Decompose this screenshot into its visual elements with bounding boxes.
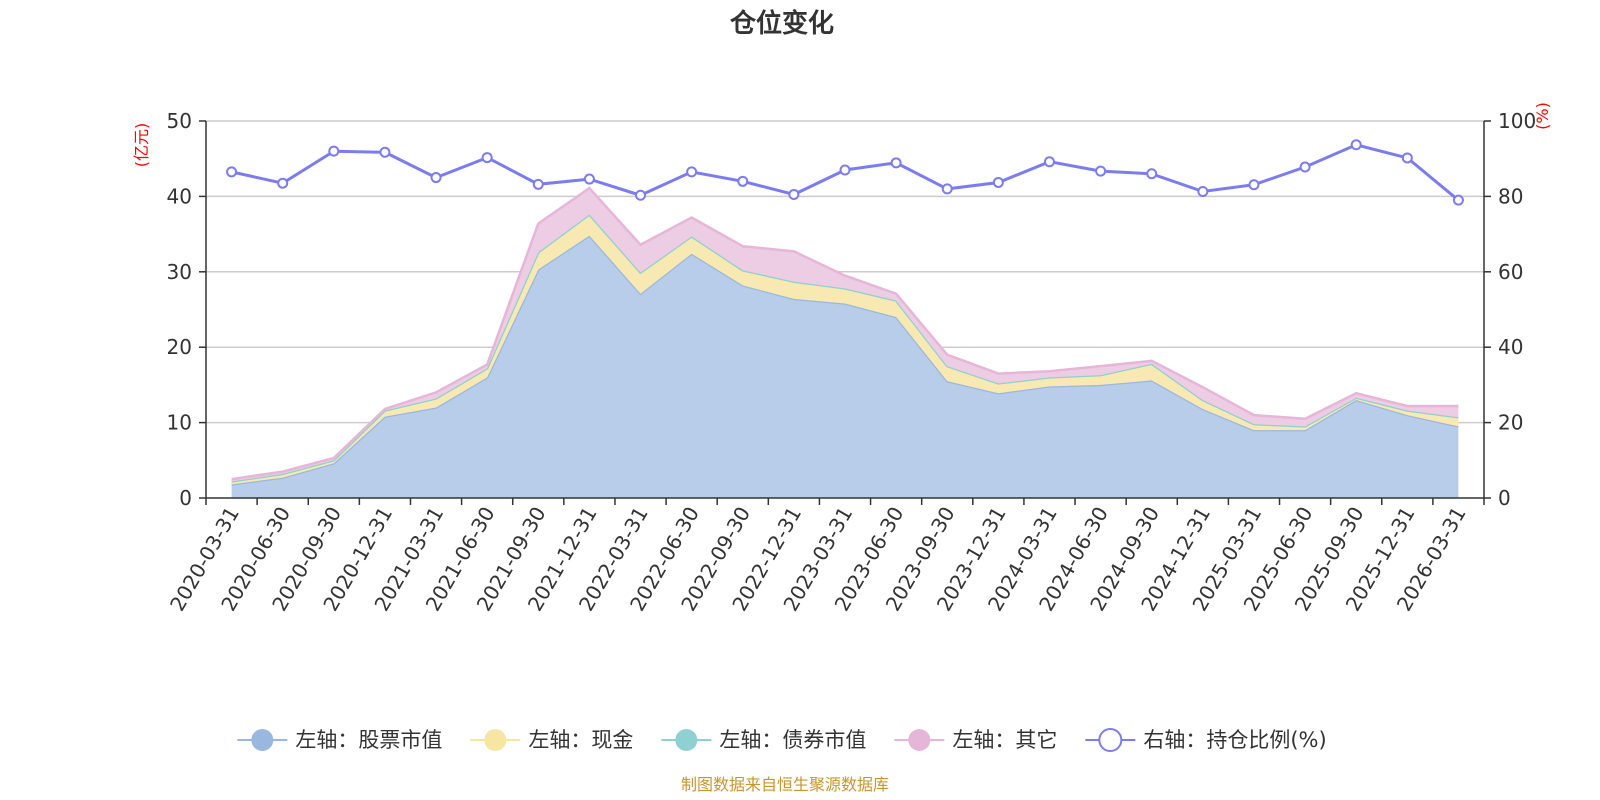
ratio-point-15 (992, 176, 1004, 188)
ratio-point-18 (1146, 168, 1158, 180)
left-tick-label-3: 30 (167, 260, 192, 284)
source-note: 制图数据来自恒生聚源数据库 (681, 775, 889, 794)
ratio-point-11 (788, 189, 800, 201)
ratio-line-series (226, 139, 1464, 206)
legend-item-2: 左轴：债券市值 (661, 728, 866, 752)
legend: 左轴：股票市值 左轴：现金 左轴：债券市值 左轴：其它 右轴：持仓比例(%) (237, 728, 1327, 752)
right-tick-label-4: 80 (1498, 184, 1523, 208)
chart-title: 仓位变化 (729, 8, 834, 39)
right-tick-label-2: 40 (1498, 335, 1523, 359)
ratio-point-13 (890, 157, 902, 169)
ratio-point-24 (1452, 194, 1464, 206)
ratio-point-7 (583, 173, 595, 185)
right-tick-label-0: 0 (1498, 486, 1511, 510)
stacked-areas (231, 186, 1459, 498)
left-axis-unit: (亿元) (132, 123, 151, 168)
left-tick-label-2: 20 (167, 335, 192, 359)
ratio-point-12 (839, 164, 851, 176)
ratio-point-19 (1197, 185, 1209, 197)
ratio-point-14 (941, 183, 953, 195)
ratio-point-2 (328, 145, 340, 157)
left-tick-label-4: 40 (167, 184, 192, 208)
ratio-point-6 (532, 178, 544, 190)
legend-label-0: 左轴：股票市值 (295, 728, 442, 752)
right-axis-unit: (%) (1533, 102, 1552, 130)
right-tick-label-3: 60 (1498, 260, 1523, 284)
ratio-point-10 (737, 175, 749, 187)
legend-item-4: 右轴：持仓比例(%) (1085, 728, 1327, 752)
legend-marker-1 (484, 729, 507, 751)
legend-marker-2 (675, 729, 698, 751)
left-tick-label-0: 0 (179, 486, 192, 510)
ratio-point-1 (277, 177, 289, 189)
ratio-point-16 (1043, 156, 1055, 168)
legend-label-3: 左轴：其它 (952, 728, 1057, 752)
legend-item-1: 左轴：现金 (470, 728, 633, 752)
legend-label-4: 右轴：持仓比例(%) (1143, 728, 1326, 752)
ratio-point-23 (1401, 152, 1413, 164)
ratio-point-3 (379, 146, 391, 158)
area-series-0 (231, 235, 1459, 498)
legend-marker-0 (251, 729, 274, 751)
ratio-point-5 (481, 152, 493, 164)
ratio-point-20 (1248, 179, 1260, 191)
ratio-point-17 (1095, 165, 1107, 177)
legend-marker-3 (908, 729, 931, 751)
ratio-point-0 (226, 166, 238, 178)
left-tick-label-1: 10 (167, 411, 192, 435)
legend-label-2: 左轴：债券市值 (719, 728, 866, 752)
legend-label-1: 左轴：现金 (528, 728, 633, 752)
ratio-point-9 (686, 166, 698, 178)
left-tick-label-5: 50 (167, 109, 192, 133)
right-tick-label-1: 20 (1498, 411, 1523, 435)
ratio-point-21 (1299, 161, 1311, 173)
legend-marker-4 (1098, 728, 1123, 752)
legend-item-0: 左轴：股票市值 (237, 728, 442, 752)
area-edge-series-3 (231, 186, 1459, 481)
ratio-point-8 (635, 189, 647, 201)
right-tick-label-5: 100 (1498, 109, 1536, 133)
ratio-point-4 (430, 172, 442, 184)
legend-item-3: 左轴：其它 (894, 728, 1057, 752)
ratio-point-22 (1350, 139, 1362, 151)
